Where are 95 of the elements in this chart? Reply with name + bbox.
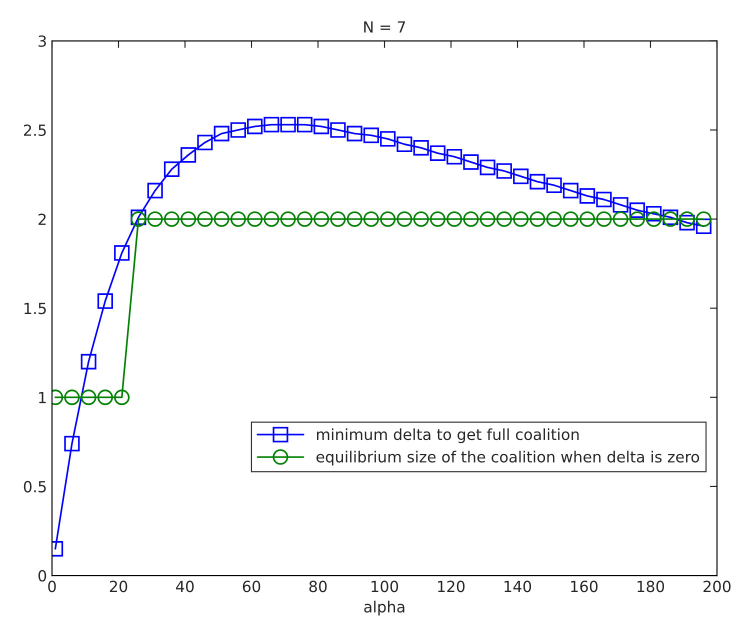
point <box>646 206 662 222</box>
point <box>446 211 462 227</box>
point <box>114 245 130 261</box>
x-tick-label: 100 <box>372 580 398 592</box>
point <box>612 211 628 227</box>
point <box>180 147 196 163</box>
point <box>546 211 562 227</box>
point <box>296 211 312 227</box>
point <box>596 192 612 208</box>
point <box>396 211 412 227</box>
point <box>264 211 280 227</box>
x-tick-label: 20 <box>110 580 128 592</box>
point <box>596 211 612 227</box>
point <box>346 126 362 142</box>
point <box>97 293 113 309</box>
point <box>380 131 396 147</box>
point <box>64 436 80 452</box>
point <box>480 160 496 176</box>
point <box>214 126 230 142</box>
point <box>463 211 479 227</box>
point <box>546 177 562 194</box>
y-tick-label: 0.5 <box>24 480 46 492</box>
point <box>147 211 163 227</box>
point <box>247 211 263 227</box>
point <box>230 211 246 227</box>
x-tick-label: 140 <box>504 580 532 592</box>
point <box>346 211 362 227</box>
point <box>413 140 429 156</box>
x-tick-label: 180 <box>638 580 664 592</box>
point <box>446 148 462 165</box>
point <box>197 211 213 227</box>
point <box>64 390 80 406</box>
point <box>513 211 529 227</box>
x-tick-label: 160 <box>571 580 598 592</box>
x-tick-label: 80 <box>309 580 327 592</box>
point <box>679 214 695 230</box>
point <box>264 116 280 132</box>
point <box>330 122 346 138</box>
point <box>197 134 213 150</box>
point <box>80 390 96 406</box>
point <box>496 211 512 227</box>
x-tick-label: 0 <box>48 580 56 592</box>
point <box>97 390 113 406</box>
point <box>580 211 596 227</box>
point <box>164 161 180 177</box>
point <box>80 354 96 370</box>
legend-label: minimum delta to get full coalition <box>317 428 579 444</box>
point <box>679 211 695 227</box>
point <box>612 197 628 213</box>
point <box>629 202 645 218</box>
point <box>696 211 712 227</box>
x-tick-label: 200 <box>704 580 731 592</box>
point <box>230 122 246 138</box>
point <box>214 211 230 227</box>
point <box>380 211 396 227</box>
point <box>463 154 479 170</box>
y-tick-label: 3 <box>38 35 46 47</box>
y-tick-label: 0 <box>38 570 46 582</box>
point <box>396 136 412 152</box>
y-tick-label: 2 <box>38 214 46 225</box>
point <box>296 116 312 132</box>
point <box>147 182 163 198</box>
x-tick-label: 40 <box>176 580 194 592</box>
point <box>430 211 446 227</box>
point <box>496 163 512 179</box>
point <box>314 211 330 227</box>
point <box>330 211 346 227</box>
point <box>280 211 296 227</box>
point <box>114 390 130 406</box>
x-axis-title: alpha <box>364 600 404 616</box>
point <box>480 211 496 227</box>
point <box>513 168 529 184</box>
point <box>646 211 662 227</box>
point <box>413 211 429 227</box>
point <box>314 118 330 134</box>
point <box>530 174 546 190</box>
x-tick-label: 120 <box>438 580 465 592</box>
legend-label: equilibrium size of the coalition when delta is zero <box>316 450 700 466</box>
point <box>180 211 196 227</box>
chart-title: N = 7 <box>364 21 406 33</box>
point <box>530 211 546 227</box>
point <box>629 211 645 227</box>
point <box>280 116 296 132</box>
point <box>562 211 578 227</box>
y-tick-label: 2.5 <box>24 124 46 136</box>
point <box>363 128 379 144</box>
point <box>430 145 446 161</box>
y-tick-label: 1.5 <box>24 302 46 314</box>
point <box>562 182 578 198</box>
point <box>580 188 596 204</box>
y-tick-label: 1 <box>39 392 46 404</box>
point <box>164 211 180 227</box>
x-tick-label: 60 <box>242 580 260 592</box>
point <box>247 118 263 134</box>
point <box>363 211 379 227</box>
